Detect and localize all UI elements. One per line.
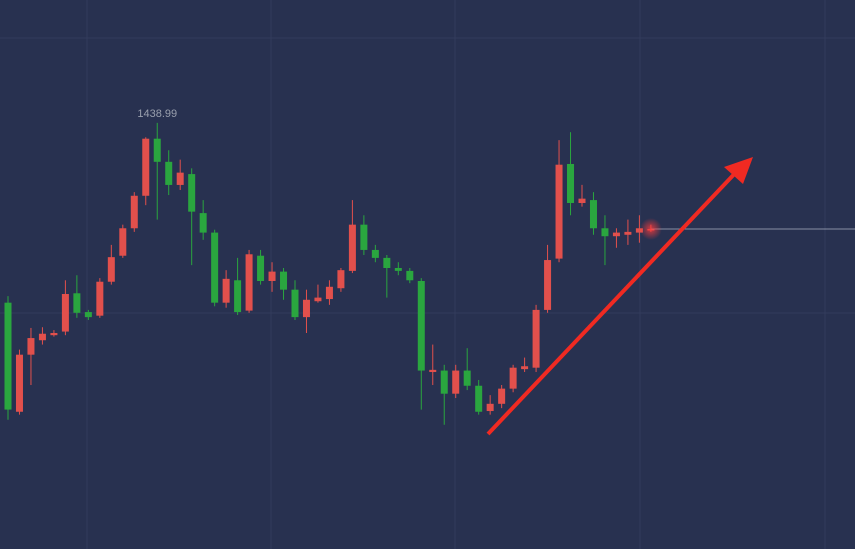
candle-body	[452, 370, 460, 394]
candle-body	[417, 281, 425, 371]
candle-body	[612, 232, 620, 237]
price-glow	[639, 217, 662, 240]
candle-body	[371, 249, 379, 258]
candle-body	[624, 231, 632, 235]
arrow-shaft	[486, 166, 742, 436]
candle-body	[498, 388, 506, 404]
candle-body	[211, 232, 219, 303]
candle-body	[73, 293, 81, 313]
candle-body	[4, 302, 12, 410]
candle-body	[142, 138, 150, 196]
candles: 1438.99	[4, 108, 855, 425]
candle-body	[84, 312, 92, 318]
candle-body	[27, 338, 35, 355]
candle-body	[475, 385, 483, 412]
candle-body	[532, 309, 540, 368]
candle-body	[188, 174, 196, 212]
candle-body	[360, 224, 368, 250]
candle-body	[257, 255, 265, 282]
candle-body	[486, 403, 494, 412]
arrow-head	[724, 157, 753, 184]
candle-body	[429, 369, 437, 373]
candle-body	[107, 257, 115, 282]
candle-body	[50, 333, 58, 336]
candle-body	[38, 333, 46, 341]
candle-body	[555, 164, 563, 259]
candle-body	[463, 370, 471, 386]
candle-body	[176, 172, 184, 185]
candle-body	[222, 278, 230, 303]
candle-body	[314, 297, 322, 302]
candle-body	[96, 281, 104, 316]
high-label: 1438.99	[137, 108, 177, 120]
candle-body	[578, 198, 586, 203]
candle-body	[337, 270, 345, 289]
candle-body	[130, 195, 138, 229]
candle-body	[544, 260, 552, 310]
candle-body	[325, 286, 333, 300]
candle-body	[406, 270, 414, 281]
candle-body	[348, 224, 356, 271]
candle-body	[521, 366, 529, 370]
candle-body	[199, 213, 207, 233]
candle-body	[234, 280, 242, 313]
candle-body	[509, 367, 517, 389]
candle-body	[61, 294, 69, 332]
candle-body	[15, 354, 23, 412]
candle-body	[394, 267, 402, 271]
candle-body	[567, 163, 575, 203]
candle-body	[291, 289, 299, 318]
candle-body	[268, 271, 276, 282]
candle-body	[302, 299, 310, 318]
candle-body	[440, 370, 448, 394]
candle-body	[153, 138, 161, 162]
candle-body	[280, 271, 288, 290]
candle-body	[589, 200, 597, 229]
candle-body	[119, 228, 127, 256]
candle-body	[601, 228, 609, 237]
candle-body	[383, 257, 391, 268]
candle-body	[245, 254, 253, 311]
candle-body	[165, 161, 173, 185]
candle-body	[635, 228, 643, 233]
trend-arrow	[486, 157, 753, 436]
